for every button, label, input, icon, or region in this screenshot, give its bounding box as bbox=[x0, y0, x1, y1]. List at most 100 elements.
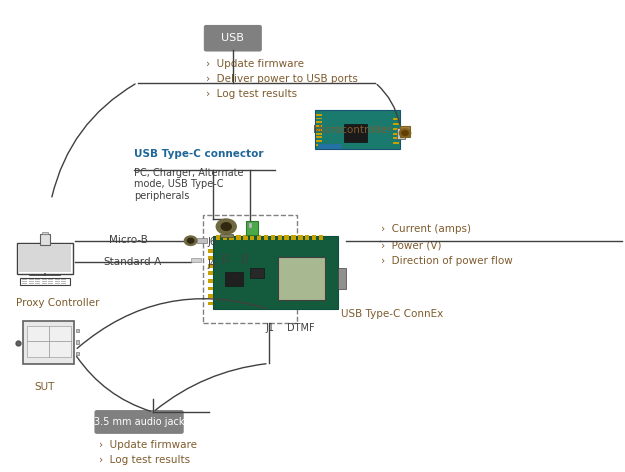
Bar bbox=[216, 235, 220, 240]
Bar bbox=[257, 235, 261, 240]
Bar bbox=[208, 271, 213, 275]
Bar bbox=[278, 257, 325, 300]
Bar bbox=[392, 133, 399, 135]
Bar bbox=[305, 235, 309, 240]
Circle shape bbox=[184, 236, 197, 245]
Bar bbox=[55, 283, 60, 285]
Text: ›  Deliver power to USB ports: › Deliver power to USB ports bbox=[206, 74, 358, 84]
Bar bbox=[22, 281, 28, 282]
Text: ›  Log test results: › Log test results bbox=[99, 455, 190, 465]
Text: USB: USB bbox=[221, 33, 244, 43]
Bar bbox=[319, 235, 323, 240]
Bar bbox=[42, 283, 47, 285]
Bar bbox=[249, 223, 252, 228]
Bar bbox=[225, 272, 242, 286]
Bar bbox=[392, 123, 399, 125]
Bar bbox=[284, 235, 289, 240]
Bar bbox=[61, 283, 66, 285]
Bar bbox=[246, 221, 258, 235]
Text: SUT: SUT bbox=[34, 382, 55, 392]
Bar bbox=[61, 281, 66, 282]
Bar bbox=[61, 279, 66, 280]
Bar bbox=[76, 329, 79, 332]
Text: DTMF: DTMF bbox=[288, 323, 315, 333]
Bar bbox=[203, 215, 297, 323]
Bar bbox=[316, 118, 322, 119]
Bar bbox=[213, 236, 338, 309]
Bar bbox=[318, 144, 342, 149]
Bar bbox=[76, 340, 79, 344]
Text: USB Type-C ConnEx: USB Type-C ConnEx bbox=[341, 309, 443, 319]
Bar bbox=[316, 144, 322, 146]
Text: ›  Direction of power flow: › Direction of power flow bbox=[381, 256, 513, 266]
Bar bbox=[42, 232, 48, 235]
Text: J6: J6 bbox=[208, 237, 216, 247]
Text: USB Type-C connector: USB Type-C connector bbox=[134, 149, 264, 159]
Bar bbox=[220, 234, 232, 237]
FancyBboxPatch shape bbox=[95, 411, 183, 433]
Bar bbox=[22, 279, 28, 280]
Bar bbox=[271, 235, 275, 240]
Bar bbox=[17, 243, 73, 274]
Bar bbox=[197, 238, 207, 243]
Bar bbox=[208, 294, 213, 298]
Text: J4: J4 bbox=[208, 259, 216, 269]
Bar bbox=[264, 235, 268, 240]
Bar bbox=[316, 121, 322, 123]
Bar bbox=[29, 279, 34, 280]
Bar bbox=[316, 136, 322, 138]
Bar bbox=[278, 235, 282, 240]
Bar bbox=[48, 279, 53, 280]
Text: ›  Power (V): › Power (V) bbox=[381, 240, 442, 250]
Circle shape bbox=[216, 219, 236, 234]
Text: ›  Log test results: › Log test results bbox=[206, 89, 298, 99]
Text: J2: J2 bbox=[222, 254, 231, 264]
Text: 3.5 mm audio jack: 3.5 mm audio jack bbox=[94, 417, 184, 427]
Bar bbox=[29, 283, 34, 285]
Bar bbox=[208, 264, 213, 268]
Bar bbox=[316, 133, 322, 135]
Text: ›  Current (amps): › Current (amps) bbox=[381, 224, 471, 234]
Circle shape bbox=[221, 223, 231, 230]
Bar bbox=[208, 256, 213, 260]
Bar bbox=[27, 326, 71, 357]
Circle shape bbox=[399, 129, 411, 137]
Bar bbox=[400, 126, 410, 137]
Bar bbox=[55, 281, 60, 282]
Text: ›  Update firmware: › Update firmware bbox=[206, 59, 304, 69]
Bar bbox=[312, 235, 316, 240]
Bar bbox=[250, 268, 264, 278]
Bar bbox=[48, 281, 53, 282]
Bar bbox=[316, 125, 322, 127]
Bar bbox=[316, 114, 322, 116]
Bar bbox=[392, 128, 399, 130]
Bar bbox=[76, 352, 79, 355]
Bar bbox=[222, 235, 227, 240]
Bar bbox=[229, 235, 234, 240]
Bar bbox=[191, 258, 201, 262]
Bar bbox=[35, 279, 40, 280]
Text: Microcontroller: Microcontroller bbox=[312, 125, 391, 135]
Bar bbox=[316, 140, 322, 142]
Text: ›  Update firmware: › Update firmware bbox=[99, 440, 197, 450]
Bar bbox=[208, 279, 213, 283]
Bar bbox=[392, 118, 399, 120]
Bar bbox=[243, 235, 248, 240]
Bar bbox=[23, 321, 74, 364]
Bar bbox=[338, 268, 346, 289]
Bar bbox=[42, 279, 47, 280]
Bar bbox=[291, 235, 296, 240]
Text: Proxy Controller: Proxy Controller bbox=[16, 298, 99, 308]
Bar bbox=[19, 244, 71, 272]
Bar bbox=[42, 281, 47, 282]
Bar bbox=[20, 278, 70, 286]
Bar bbox=[29, 281, 34, 282]
Circle shape bbox=[402, 131, 408, 135]
Bar bbox=[35, 283, 40, 285]
Text: Micro-B: Micro-B bbox=[109, 235, 148, 245]
Bar bbox=[208, 302, 213, 305]
Bar bbox=[22, 283, 28, 285]
Bar bbox=[392, 137, 399, 139]
Bar bbox=[315, 110, 400, 149]
Text: J1: J1 bbox=[266, 323, 274, 333]
